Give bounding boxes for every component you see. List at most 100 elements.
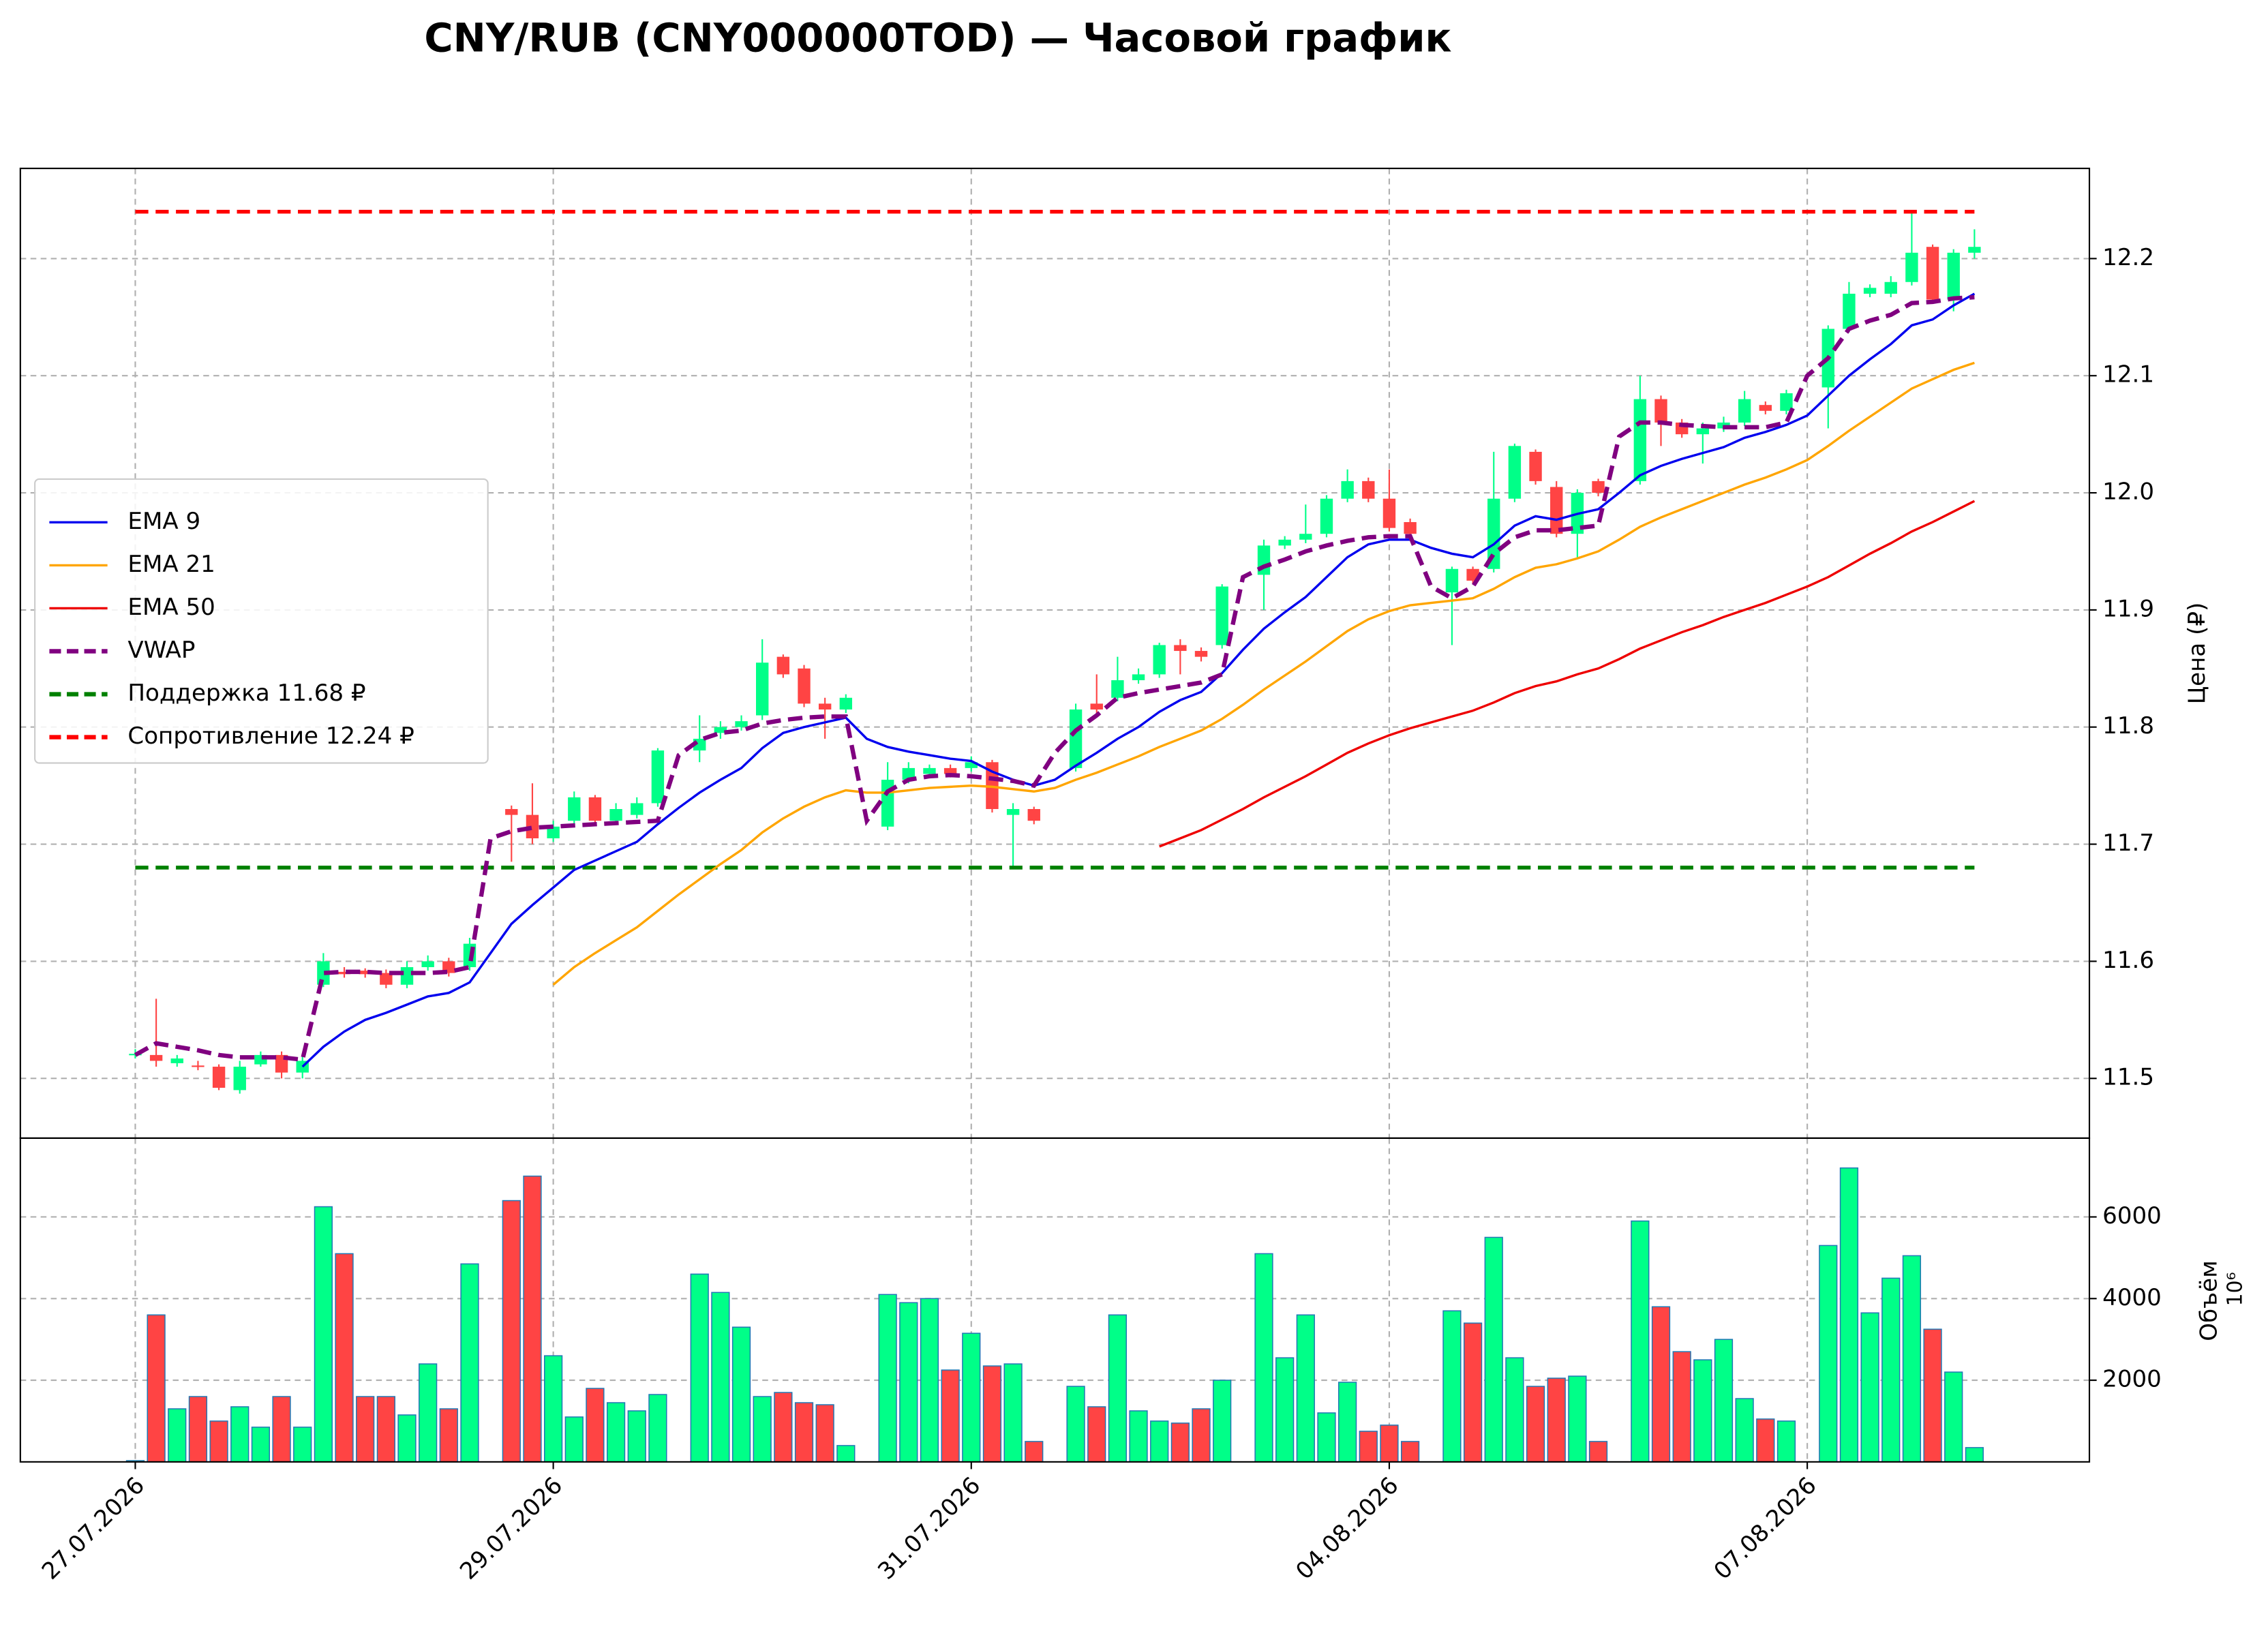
- indicator-line: [301, 292, 1976, 1068]
- y-tick-label: 12.0: [2102, 478, 2154, 506]
- volume-bar: [1359, 1431, 1378, 1463]
- volume-bar: [1526, 1386, 1545, 1463]
- volume-bar: [1944, 1371, 1963, 1463]
- volume-bar: [1442, 1310, 1462, 1463]
- candle-body: [818, 703, 832, 710]
- volume-bar: [147, 1314, 166, 1463]
- candle-body: [233, 1067, 246, 1091]
- volume-bar: [1902, 1255, 1922, 1463]
- candle-body: [1905, 252, 1918, 282]
- candle-body: [1926, 247, 1939, 300]
- volume-bar: [815, 1404, 834, 1463]
- candle-body: [1090, 703, 1103, 710]
- volume-bar: [419, 1363, 438, 1463]
- volume-bar: [1965, 1447, 1984, 1463]
- volume-bar: [1150, 1420, 1169, 1463]
- volume-bar: [1400, 1441, 1420, 1463]
- volume-tick-label: 6000: [2102, 1202, 2162, 1230]
- volume-bar: [1296, 1314, 1315, 1463]
- candle-body: [212, 1067, 226, 1088]
- chart-title: CNY/RUB (CNY000000TOD) — Часовой график: [424, 15, 1451, 61]
- volume-offset-label: 10⁶: [2224, 1272, 2248, 1306]
- x-tick-label: 31.07.2026: [873, 1472, 986, 1585]
- volume-bar: [878, 1294, 897, 1463]
- volume-bar: [920, 1298, 939, 1463]
- volume-bar: [314, 1206, 333, 1463]
- volume-bar: [1317, 1412, 1336, 1463]
- candle-body: [1884, 281, 1897, 294]
- candle-body: [1404, 522, 1417, 534]
- candle-body: [1633, 399, 1647, 481]
- candle-body: [400, 967, 414, 985]
- candle-body: [1759, 405, 1772, 411]
- volume-bar: [794, 1402, 814, 1463]
- candle-body: [756, 662, 769, 716]
- candle-body: [1069, 709, 1083, 768]
- y-tick-label: 11.6: [2102, 947, 2154, 974]
- volume-bar: [1672, 1351, 1691, 1463]
- candle-body: [839, 697, 853, 710]
- volume-bar: [1087, 1406, 1106, 1463]
- candle-body: [1320, 498, 1333, 534]
- candle-body: [1550, 487, 1563, 534]
- candle-body: [1947, 252, 1960, 300]
- y-axis-label: Цена (₽): [2183, 603, 2211, 705]
- volume-bar: [1505, 1357, 1524, 1463]
- candle-body: [1780, 393, 1793, 411]
- volume-bar: [690, 1273, 709, 1463]
- volume-bar: [1819, 1245, 1838, 1463]
- volume-bar: [1756, 1418, 1775, 1463]
- candle-body: [1508, 446, 1522, 499]
- indicator-line: [1159, 500, 1976, 848]
- candle-body: [1299, 534, 1312, 540]
- y-tick-label: 12.1: [2102, 361, 2154, 388]
- candle-body: [631, 803, 644, 815]
- volume-bar: [774, 1392, 793, 1463]
- volume-bar: [1213, 1380, 1232, 1463]
- candle-body: [1968, 247, 1981, 253]
- y-tick-label: 11.5: [2102, 1064, 2154, 1091]
- legend-box: [34, 478, 489, 764]
- volume-bar: [335, 1253, 354, 1463]
- candle-body: [588, 797, 602, 821]
- volume-panel-frame: [19, 1137, 2091, 1463]
- x-tick-label: 07.08.2026: [1709, 1472, 1822, 1585]
- volume-bar: [1631, 1220, 1650, 1463]
- volume-bar: [648, 1394, 667, 1463]
- volume-bar: [272, 1396, 291, 1463]
- volume-axis-label: Объём: [2195, 1260, 2222, 1341]
- candle-body: [547, 826, 560, 838]
- volume-bar: [731, 1326, 751, 1463]
- candle-body: [1362, 481, 1375, 499]
- candle-body: [1696, 428, 1710, 435]
- candle-body: [1278, 539, 1291, 546]
- volume-bar: [460, 1263, 479, 1463]
- y-tick-label: 11.7: [2102, 829, 2154, 857]
- volume-bar: [1463, 1322, 1483, 1463]
- candle-body: [568, 797, 581, 821]
- volume-bar: [1568, 1375, 1587, 1463]
- candle-body: [776, 656, 790, 675]
- candle-body: [923, 767, 936, 774]
- volume-bar: [1275, 1357, 1295, 1463]
- legend-label: EMA 21: [127, 551, 215, 578]
- candle-body: [1132, 674, 1145, 681]
- legend-label: Сопротивление 12.24 ₽: [127, 722, 414, 750]
- candle-body: [317, 961, 330, 985]
- indicator-line: [552, 361, 1975, 986]
- volume-bar: [1170, 1422, 1190, 1463]
- volume-bar: [188, 1396, 208, 1463]
- candle-body: [1863, 288, 1877, 294]
- volume-bar: [1651, 1306, 1671, 1463]
- volume-bar: [543, 1355, 563, 1463]
- candle-body: [609, 809, 622, 821]
- volume-bar: [1881, 1277, 1901, 1463]
- volume-bar: [1108, 1314, 1128, 1463]
- volume-bar: [251, 1427, 271, 1463]
- volume-bar: [523, 1175, 542, 1463]
- volume-bar: [1860, 1312, 1879, 1463]
- candle-body: [1111, 680, 1124, 698]
- candle-body: [1382, 498, 1396, 528]
